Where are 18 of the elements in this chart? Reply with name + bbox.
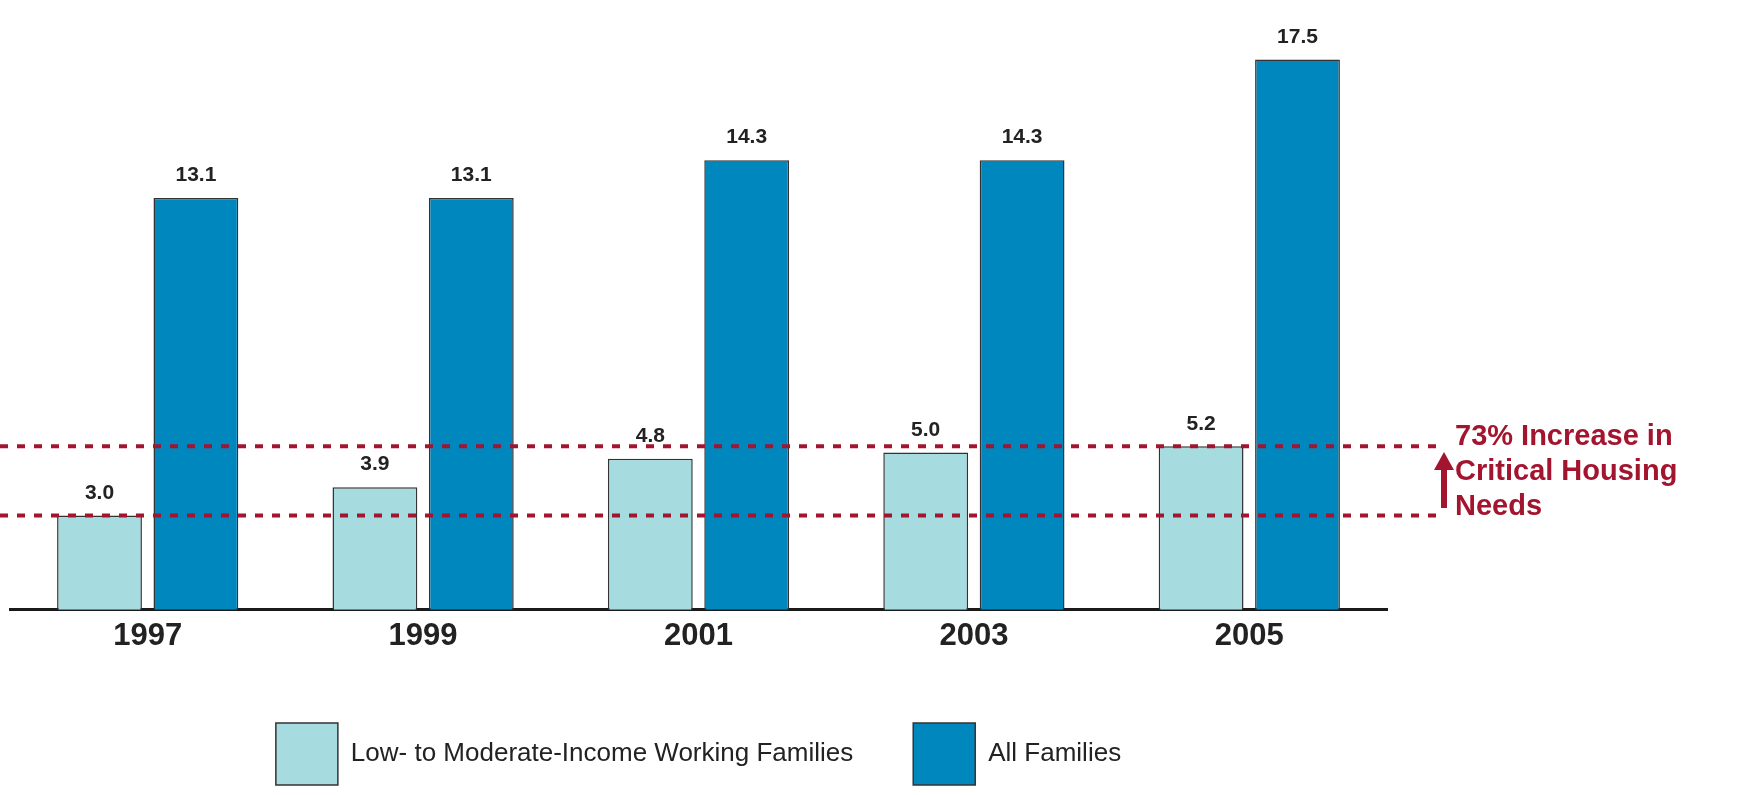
data-label: 5.0	[911, 416, 941, 440]
x-tick-label: 1997	[113, 616, 183, 652]
data-label: 13.1	[175, 162, 217, 186]
data-label: 3.9	[360, 451, 390, 475]
x-tick-label: 2005	[1214, 616, 1284, 652]
x-tick-label: 2003	[939, 616, 1009, 652]
x-tick-label: 1999	[388, 616, 458, 652]
legend-label: All Families	[988, 737, 1122, 768]
text: 73% Increase in Critical Housing Needs	[1455, 418, 1679, 523]
data-label: 4.8	[635, 423, 666, 447]
data-label: 3.0	[84, 479, 115, 503]
data-label: 13.1	[450, 162, 493, 186]
data-label: 14.3	[726, 124, 768, 148]
data-label: 17.5	[1277, 23, 1319, 47]
legend-label: Low- to Moderate-Income Working Families	[350, 737, 854, 768]
data-label: 14.3	[1001, 124, 1043, 148]
data-label: 5.2	[1186, 410, 1216, 434]
x-tick-label: 2001	[664, 616, 733, 652]
